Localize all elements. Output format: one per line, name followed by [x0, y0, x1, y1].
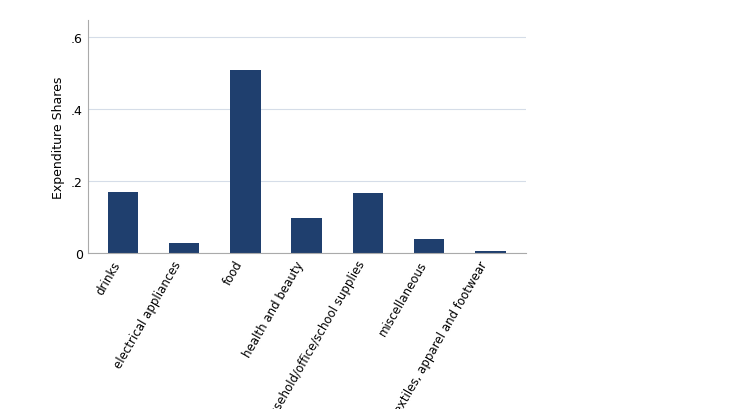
Y-axis label: Expenditure Shares: Expenditure Shares	[53, 76, 65, 198]
Bar	[107, 193, 138, 254]
Bar	[230, 71, 261, 254]
Bar	[414, 239, 445, 254]
Bar	[169, 243, 199, 254]
Bar	[353, 193, 383, 254]
Bar	[291, 218, 322, 254]
Bar	[475, 251, 506, 254]
